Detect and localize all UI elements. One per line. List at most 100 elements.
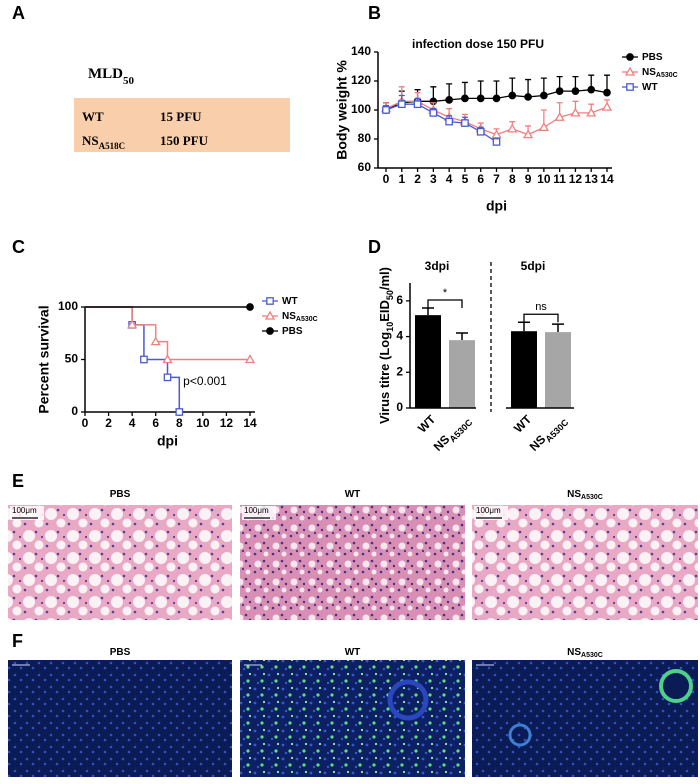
panel-label: D <box>368 237 381 257</box>
panel-label: A <box>12 3 25 23</box>
x-tick-label: 14 <box>243 416 257 430</box>
airway <box>387 679 429 721</box>
he-image <box>8 505 232 620</box>
legend-label: WT <box>642 82 658 93</box>
panel-label: B <box>368 3 381 23</box>
x-tick-label: 5 <box>462 172 469 186</box>
scale-bar-label: 100μm <box>12 506 37 515</box>
chart-title: infection dose 150 PFU <box>412 37 544 51</box>
text-part: WT <box>642 82 658 93</box>
airway <box>659 669 693 703</box>
marker <box>397 100 406 109</box>
text-part: WT <box>282 296 298 307</box>
marker <box>476 94 485 103</box>
marker <box>163 373 172 382</box>
marker <box>624 66 636 76</box>
x-tick-label: 10 <box>196 416 210 430</box>
marker <box>570 107 581 117</box>
text-part: PBS <box>282 326 303 337</box>
x-tick-label: 12 <box>569 172 583 186</box>
y-tick-label: 120 <box>351 73 371 87</box>
subscript: 10 <box>385 322 395 332</box>
y-tick-label: 60 <box>358 160 372 174</box>
y-tick-label: 80 <box>358 131 372 145</box>
significance-bracket <box>427 299 463 308</box>
y-axis-label: Virus titre (Log10EID50/ml) <box>377 267 395 424</box>
text-part: NS <box>642 67 656 78</box>
marker <box>538 122 549 132</box>
y-tick-label: 0 <box>396 400 403 414</box>
error-bar <box>422 307 434 316</box>
table-cell: WT <box>82 109 104 124</box>
legend-label: NSA530C <box>642 67 678 80</box>
significance-label: * <box>443 287 448 299</box>
y-axis-label: Percent survival <box>36 305 52 413</box>
marker <box>507 123 518 133</box>
x-tick-label: 14 <box>600 172 614 186</box>
x-axis-label: dpi <box>157 433 178 449</box>
marker <box>150 336 161 346</box>
bar <box>415 315 441 408</box>
marker <box>127 319 138 329</box>
image-title: WT <box>345 647 361 658</box>
text-part: EID <box>377 300 392 322</box>
table-background <box>74 98 290 152</box>
x-tick-label: 12 <box>220 416 234 430</box>
subscript: A530C <box>544 417 571 444</box>
group-label: 5dpi <box>521 259 546 273</box>
marker <box>244 354 256 364</box>
if-image <box>240 660 465 777</box>
survival-line <box>85 306 250 361</box>
text-part: NS <box>82 133 99 148</box>
group-label: 3dpi <box>425 259 450 273</box>
text-part: /ml) <box>377 267 392 290</box>
text-part: PBS <box>110 647 131 658</box>
marker <box>540 91 548 100</box>
subscript: A530C <box>581 652 603 659</box>
x-tick-label: 0 <box>82 416 89 430</box>
marker <box>524 93 532 101</box>
scale-box <box>10 506 44 520</box>
marker <box>554 111 565 121</box>
subscript: 50 <box>385 290 395 300</box>
image-title: NSA530C <box>567 647 603 660</box>
x-tick-label: 1 <box>398 172 405 186</box>
x-tick-label: 8 <box>509 172 516 186</box>
panel-label: F <box>12 631 23 651</box>
table-cell: 15 PFU <box>160 109 202 124</box>
x-tick-label: 2 <box>414 172 421 186</box>
x-tick-label: NSA530C <box>431 412 475 456</box>
text-part: WT <box>82 109 104 124</box>
text-part: NS <box>567 647 581 658</box>
marker <box>266 327 274 335</box>
text-part: NS <box>282 311 296 322</box>
x-tick-label: 13 <box>585 172 599 186</box>
bar <box>545 332 571 408</box>
marker <box>461 119 469 127</box>
marker <box>413 100 422 109</box>
marker <box>445 96 453 104</box>
marker <box>601 101 613 111</box>
x-tick-label: 6 <box>152 416 159 430</box>
x-tick-label: 8 <box>176 416 183 430</box>
marker <box>626 83 634 91</box>
subscript: A530C <box>581 494 603 501</box>
y-axis-label: Body weight % <box>334 60 350 160</box>
y-tick-label: 140 <box>351 44 371 58</box>
text-part: PBS <box>642 52 663 63</box>
panel-label: C <box>12 237 25 257</box>
marker <box>264 310 276 320</box>
x-tick-label: 11 <box>553 172 566 186</box>
x-tick-label: 3 <box>430 172 437 186</box>
marker <box>266 297 274 305</box>
text-part: WT <box>345 489 361 500</box>
bar <box>449 340 475 408</box>
y-tick-label: 50 <box>65 352 79 366</box>
error-bar <box>518 321 530 332</box>
marker <box>140 355 148 364</box>
x-tick-label: 4 <box>129 416 136 430</box>
marker <box>508 91 517 100</box>
subscript: A518C <box>99 141 126 151</box>
significance-label: ns <box>535 301 547 313</box>
x-axis-label: dpi <box>486 198 507 214</box>
